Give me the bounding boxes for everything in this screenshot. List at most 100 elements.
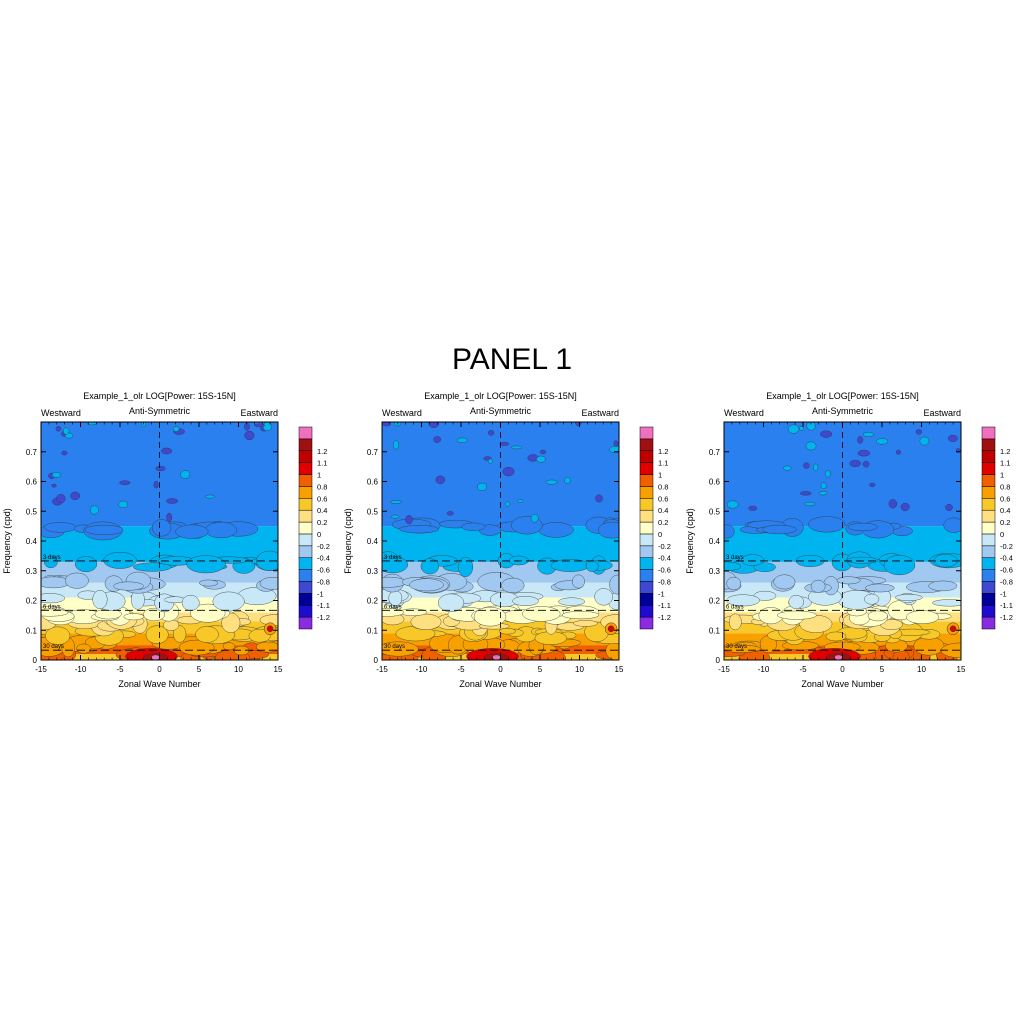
power-peak — [492, 654, 501, 660]
y-tick-label: 0.1 — [709, 626, 721, 635]
colorbar-label: 0.8 — [658, 482, 668, 491]
x-tick-label: -15 — [376, 665, 388, 674]
contour-island — [488, 429, 495, 436]
colorbar-swatch — [981, 521, 996, 535]
contour-island — [813, 463, 819, 472]
contour-island — [609, 574, 619, 595]
contour-island — [155, 465, 166, 472]
contour-island — [212, 591, 245, 612]
y-tick-label: 0.5 — [26, 507, 38, 516]
colorbar-label: -0.4 — [317, 554, 330, 563]
colorbar-label: -0.2 — [317, 542, 330, 551]
contour-island — [561, 611, 600, 620]
colorbar-swatch — [981, 604, 996, 618]
contour-island — [810, 579, 826, 593]
contour-island — [806, 422, 816, 431]
contour-island — [820, 430, 833, 438]
contour-island — [420, 558, 439, 575]
y-tick-label: 0 — [33, 656, 38, 665]
plot-area — [41, 422, 278, 660]
contour-island — [846, 556, 879, 564]
contour-island — [595, 494, 603, 503]
colorbar-swatch — [639, 557, 654, 570]
y-tick-label: 0.5 — [367, 507, 379, 516]
contour-island — [857, 449, 871, 457]
contour-island — [195, 626, 219, 643]
colorbar-label: 0 — [1000, 530, 1004, 539]
contour-island — [522, 606, 561, 622]
contour-island — [536, 455, 546, 463]
contour-island — [818, 491, 828, 496]
contour-island — [163, 619, 180, 631]
colorbar-label: 1.2 — [317, 447, 327, 456]
contour-island — [393, 440, 399, 450]
contour-island — [803, 462, 810, 469]
period-label: 3 days — [43, 555, 61, 561]
contour-island — [864, 593, 880, 605]
x-tick-label: -15 — [718, 665, 730, 674]
y-tick-label: 0.1 — [26, 626, 38, 635]
contour-island — [118, 500, 129, 509]
period-label: 6 days — [384, 604, 402, 610]
contour-island — [803, 501, 816, 506]
colorbar-label: -0.4 — [1000, 554, 1013, 563]
contour-island — [728, 613, 742, 631]
contour-island — [56, 494, 66, 504]
contour-island — [836, 576, 861, 585]
contour-island — [172, 426, 180, 432]
power-peak — [151, 654, 160, 660]
colorbar-label: -0.8 — [317, 577, 330, 586]
contour-island — [41, 593, 65, 604]
contour-island — [508, 555, 529, 566]
colorbar-swatch — [298, 557, 313, 570]
period-label: 6 days — [43, 604, 61, 610]
subtitle-center: Anti-Symmetric — [129, 406, 191, 416]
colorbar-label: 1.1 — [1000, 459, 1010, 468]
colorbar-label: -1.2 — [1000, 613, 1013, 622]
colorbar-swatch — [298, 462, 313, 475]
contour-island — [262, 422, 272, 432]
chart-title: Example_1_olr LOG[Power: 15S-15N] — [766, 391, 919, 401]
contour-island — [932, 599, 961, 607]
contour-island — [222, 642, 236, 651]
x-axis-label: Zonal Wave Number — [118, 679, 200, 689]
x-tick-label: 10 — [575, 665, 584, 674]
x-axis-label: Zonal Wave Number — [801, 679, 883, 689]
period-label: 6 days — [726, 604, 744, 610]
power-band — [382, 633, 619, 646]
colorbar-swatch — [639, 486, 654, 499]
contour-island — [205, 521, 238, 539]
x-tick-label: 5 — [880, 665, 885, 674]
contour-island — [726, 500, 739, 509]
colorbar-swatch — [298, 604, 313, 618]
contour-island — [473, 606, 507, 627]
contour-island — [409, 578, 444, 592]
colorbar-label: -1.2 — [317, 613, 330, 622]
subtitle-left: Westward — [41, 408, 81, 418]
y-axis-label: Frequency (cpd) — [685, 508, 695, 574]
colorbar-label: 0.4 — [1000, 506, 1010, 515]
contour-island — [179, 639, 215, 656]
contour-island — [154, 593, 175, 613]
colorbar-label: 0.6 — [1000, 494, 1010, 503]
y-tick-label: 0.7 — [709, 448, 721, 457]
x-tick-label: -5 — [457, 665, 465, 674]
x-tick-label: -15 — [35, 665, 47, 674]
contour-island — [244, 422, 250, 431]
plot-area — [724, 422, 961, 660]
contour-island — [895, 594, 923, 601]
colorbar-swatch — [298, 581, 313, 594]
colorbar-swatch — [639, 474, 654, 487]
colorbar-swatch — [639, 569, 654, 582]
contour-island — [869, 482, 876, 488]
contour-island — [875, 438, 889, 445]
subtitle-right: Eastward — [240, 408, 278, 418]
y-tick-label: 0.5 — [709, 507, 721, 516]
contour-island — [119, 480, 131, 485]
y-tick-label: 0.6 — [26, 478, 38, 487]
y-tick-label: 0.2 — [26, 597, 38, 606]
colorbar-swatch — [298, 521, 313, 535]
colorbar-swatch — [981, 509, 996, 523]
colorbar-label: -1.1 — [1000, 601, 1013, 610]
